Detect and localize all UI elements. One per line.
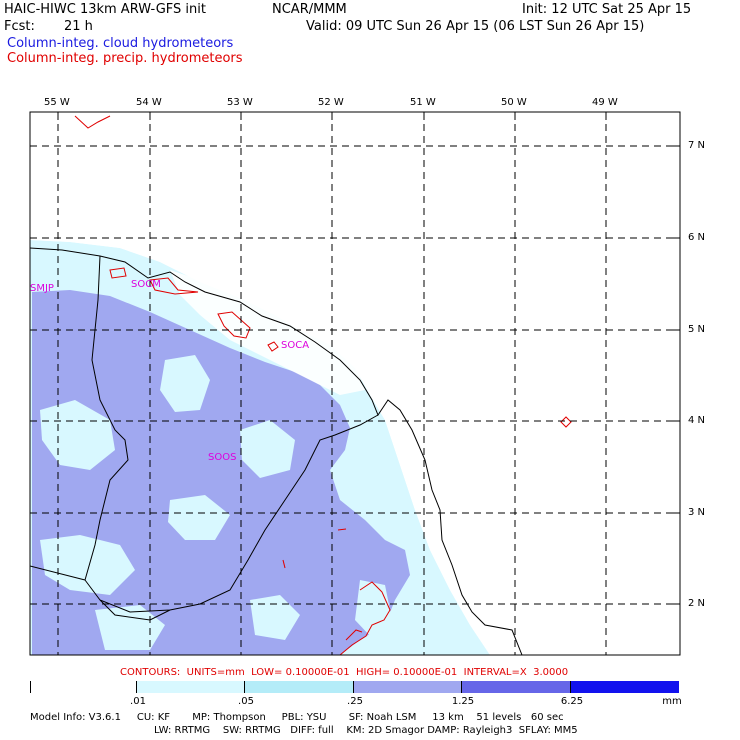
border-suriname-guyana [30, 255, 129, 581]
precip-contour [337, 528, 347, 531]
cloud-gap [168, 495, 230, 540]
cloud-gap [40, 535, 135, 595]
organization: NCAR/MMM [272, 2, 347, 17]
precip-contour [109, 267, 127, 279]
lon-label: 50 W [501, 97, 527, 108]
map-frame [29, 111, 681, 656]
valid-time: Valid: 09 UTC Sun 26 Apr 15 (06 LST Sun … [306, 19, 645, 34]
colorbar-label: .25 [347, 696, 363, 707]
lon-label: 55 W [44, 97, 70, 108]
cloud-gap [250, 595, 300, 640]
colorbar-segment [571, 681, 679, 693]
station-label: SOCM [131, 279, 161, 290]
cloud-gap [95, 605, 165, 650]
field-title-precip: Column-integ. precip. hydrometeors [7, 51, 243, 66]
colorbar-label: 1.25 [451, 696, 475, 707]
cloud-gap [160, 355, 210, 412]
precip-contour [74, 115, 111, 129]
lat-label: 2 N [688, 598, 706, 609]
lon-label: 53 W [227, 97, 253, 108]
colorbar-segment [245, 681, 354, 693]
lat-label: 5 N [688, 324, 706, 335]
precip-contour [345, 629, 363, 641]
model-info-line2: LW: RRTMG SW: RRTMG DIFF: full KM: 2D Sm… [154, 725, 578, 736]
colorbar-label: .05 [238, 696, 254, 707]
precip-contour [282, 559, 286, 569]
cloud-gap [240, 420, 295, 478]
lat-label: 3 N [688, 507, 706, 518]
model-title: HAIC-HIWC 13km ARW-GFS init [4, 2, 206, 17]
forecast-hour: 21 h [64, 19, 93, 34]
model-info-line1: Model Info: V3.6.1 CU: KF MP: Thompson P… [30, 712, 564, 723]
clear-area [170, 270, 365, 395]
precip-contour [149, 277, 199, 295]
precip-contour [217, 311, 251, 339]
coastline [30, 247, 523, 655]
precip-contour [267, 341, 279, 352]
lon-label: 49 W [592, 97, 618, 108]
lon-label: 51 W [410, 97, 436, 108]
lon-label: 54 W [136, 97, 162, 108]
colorbar-segment [31, 681, 137, 693]
init-time: Init: 12 UTC Sat 25 Apr 15 [522, 2, 692, 17]
lat-label: 4 N [688, 415, 706, 426]
precip-contour [560, 416, 572, 428]
station-label: SOOS [208, 452, 237, 463]
station-label: SMJP [30, 283, 54, 294]
colorbar-segment [137, 681, 245, 693]
clear-area [30, 112, 680, 655]
graticule [30, 112, 680, 655]
colorbar-units: mm [662, 696, 682, 707]
colorbar-segment [462, 681, 571, 693]
border-brazil [99, 599, 171, 621]
cloud-gap [40, 400, 115, 470]
lon-label: 52 W [318, 97, 344, 108]
axis-ticks [57, 112, 680, 605]
colorbar-segment [354, 681, 462, 693]
station-label: SOCA [281, 340, 310, 351]
border-suriname-fr-guiana [84, 414, 379, 613]
forecast-label: Fcst: [4, 19, 35, 34]
lat-label: 6 N [688, 232, 706, 243]
precip-contour [339, 581, 391, 655]
colorbar-label: .01 [130, 696, 146, 707]
lat-label: 7 N [688, 140, 706, 151]
field-title-cloud: Column-integ. cloud hydrometeors [7, 36, 234, 51]
contours-info: CONTOURS: UNITS=mm LOW= 0.10000E-01 HIGH… [120, 667, 569, 678]
colorbar-label: 6.25 [560, 696, 584, 707]
